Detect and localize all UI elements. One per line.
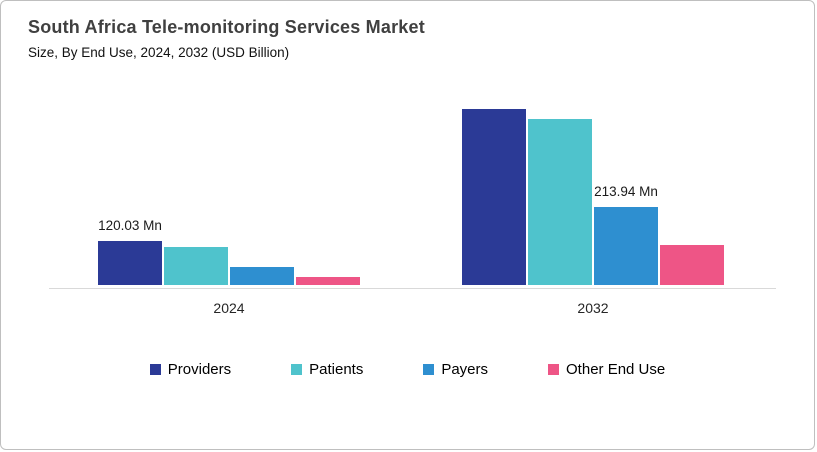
- legend-swatch-patients: [291, 364, 303, 375]
- bar-providers-2024: [98, 241, 162, 285]
- bar-payers-2032: [594, 207, 658, 285]
- x-tick-label-2032: 2032: [577, 300, 609, 316]
- legend-label-providers: Providers: [167, 361, 232, 378]
- legend-swatch-payers: [423, 364, 435, 375]
- bar-group-2032: [462, 109, 724, 285]
- legend-item-patients: Patients: [291, 361, 363, 378]
- data-label-payers-2032: 213.94 Mn: [594, 184, 658, 199]
- bar-group-2024: [98, 241, 360, 285]
- bar-payers-2024: [230, 267, 294, 285]
- legend-item-providers: Providers: [149, 361, 232, 378]
- x-axis-line: [49, 288, 776, 289]
- bar-patients-2024: [164, 247, 228, 285]
- legend-swatch-providers: [149, 364, 161, 375]
- bar-other-end-use-2032: [660, 245, 724, 285]
- data-label-providers-2024: 120.03 Mn: [98, 218, 162, 233]
- legend-swatch-other-end-use: [548, 364, 560, 375]
- chart-subtitle: Size, By End Use, 2024, 2032 (USD Billio…: [28, 45, 290, 60]
- legend-label-patients: Patients: [309, 361, 364, 378]
- legend-label-payers: Payers: [441, 361, 489, 378]
- chart-title: South Africa Tele-monitoring Services Ma…: [28, 17, 425, 37]
- legend-label-other-end-use: Other End Use: [566, 361, 666, 378]
- bar-providers-2032: [462, 109, 526, 285]
- bar-other-end-use-2024: [296, 277, 360, 285]
- legend-item-payers: Payers: [423, 361, 488, 378]
- x-tick-label-2024: 2024: [213, 300, 245, 316]
- legend: Providers Patients Payers Other End Use: [1, 361, 814, 378]
- bar-patients-2032: [528, 119, 592, 285]
- legend-item-other-end-use: Other End Use: [548, 361, 665, 378]
